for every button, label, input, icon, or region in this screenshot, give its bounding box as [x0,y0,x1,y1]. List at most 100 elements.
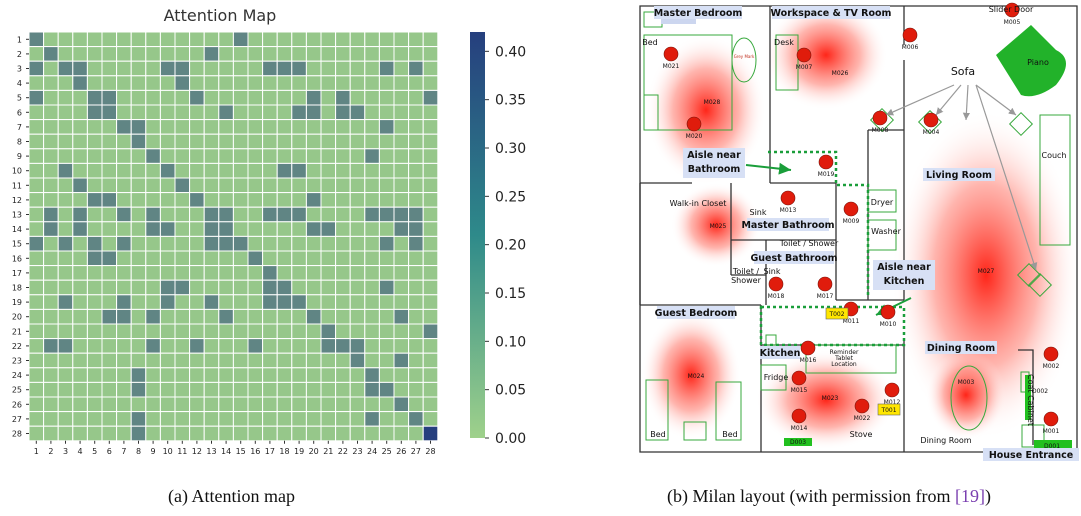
x-tick-label-26: 26 [396,447,406,456]
heatmap-cell-r26-c13 [203,396,220,413]
heatmap-cell-r11-c6 [101,177,118,194]
heatmap-cell-r11-c8 [130,177,147,194]
heatmap-cell-r15-c8 [130,235,147,252]
heatmap-cell-r16-c8 [130,250,147,267]
heatmap-cell-r25-c12 [189,381,205,398]
heatmap-cell-r10-c21 [320,162,337,179]
heatmap-cell-r4-c7 [116,75,132,91]
heatmap-cell-r24-c7 [116,367,132,383]
heatmap-cell-r6-c26 [393,104,410,121]
heatmap-cell-r14-c4 [72,221,88,237]
y-tick-label-28: 28 [12,430,22,439]
heatmap-cell-r14-c15 [232,221,249,237]
heatmap-cell-r18-c15 [232,279,249,296]
heatmap-cell-r8-c8 [130,133,147,150]
heatmap-cell-r18-c5 [86,279,103,296]
colorbar-tick-label-0.25: 0.25 [495,189,526,205]
heatmap-cell-r1-c17 [262,31,278,48]
y-tick-label-9: 9 [17,152,22,161]
heatmap-cell-r20-c8 [130,308,147,325]
room-label-house-entrance: House Entrance [989,450,1073,461]
furniture-outline-15 [1021,424,1045,448]
y-tick-label-5: 5 [17,94,22,103]
heatmap-cell-r3-c20 [305,60,322,77]
heatmap-cell-r8-c26 [393,133,410,150]
heatmap-cell-r19-c6 [101,294,118,310]
room-label-aisle-near-kitchen: Aisle near [877,262,931,273]
heatmap-cell-r5-c27 [408,89,424,106]
heatmap-cell-r5-c16 [247,89,264,106]
object-label-8: Sink [749,208,766,217]
heatmap-cell-r10-c22 [335,162,351,179]
heatmap-cell-r18-c17 [262,279,278,296]
heatmap-cell-r19-c23 [349,294,366,310]
colorbar-tick-label-0.05: 0.05 [495,383,526,399]
heatmap-cell-r12-c22 [335,192,351,208]
heatmap-cell-r26-c3 [57,396,74,413]
object-label-20: Coat Cabinet [1026,374,1035,426]
heatmap-cell-r9-c28 [422,148,439,164]
motion-sensor-label-m018: M018 [768,293,785,300]
heatmap-cell-r9-c24 [364,148,380,164]
piano-shape [996,25,1066,97]
heatmap-cell-r18-c8 [130,279,147,296]
heatmap-cell-r7-c5 [86,119,103,135]
heatmap-cell-r1-c1 [28,31,45,48]
heatmap-cell-r27-c15 [232,411,249,427]
heatmap-cell-r9-c3 [57,148,74,164]
motion-sensor-m021 [663,46,679,62]
heatmap-cell-r25-c15 [232,381,249,398]
heatmap-cell-r18-c26 [393,279,410,296]
activity-heat-zone-7 [926,350,1006,440]
heatmap-cell-r5-c10 [159,89,176,106]
heatmap-cell-r8-c14 [218,133,234,150]
heatmap-cell-r8-c23 [349,133,366,150]
heatmap-cell-r6-c15 [232,104,249,121]
heatmap-cell-r7-c15 [232,119,249,135]
heatmap-cell-r12-c23 [349,192,366,208]
heatmap-cell-r9-c21 [320,148,337,164]
x-tick-label-2: 2 [48,447,53,456]
heatmap-cell-r7-c6 [101,119,118,135]
heatmap-cell-r10-c14 [218,162,234,179]
heatmap-cell-r28-c5 [86,425,103,442]
y-tick-label-19: 19 [12,298,22,307]
heatmap-cell-r8-c16 [247,133,264,150]
heatmap-cell-r4-c10 [159,75,176,91]
heatmap-cell-r8-c1 [28,133,45,150]
x-tick-label-5: 5 [92,447,97,456]
heatmap-cell-r3-c23 [349,60,366,77]
heatmap-cell-r7-c2 [43,119,59,135]
heatmap-cell-r1-c18 [276,31,293,48]
heatmap-cell-r1-c28 [422,31,439,48]
heatmap-cell-r26-c24 [364,396,380,413]
heatmap-cell-r27-c17 [262,411,278,427]
heatmap-cell-r10-c16 [247,162,264,179]
heatmap-cell-r3-c7 [116,60,132,77]
heatmap-cell-r11-c5 [86,177,103,194]
heatmap-cell-r12-c5 [86,192,103,208]
heatmap-cell-r19-c26 [393,294,410,310]
y-tick-label-8: 8 [17,138,22,147]
heatmap-cell-r13-c21 [320,206,337,223]
motion-sensor-m002 [1043,346,1059,362]
heatmap-cell-r21-c19 [291,323,307,340]
heatmap-cell-r17-c18 [276,265,293,281]
heatmap-cell-r5-c23 [349,89,366,106]
heatmap-cell-r10-c13 [203,162,220,179]
heatmap-cell-r16-c19 [291,250,307,267]
heatmap-cell-r13-c16 [247,206,264,223]
heatmap-cell-r11-c27 [408,177,424,194]
milan-layout-floorplan: M001 M002 M003 M004 M005 M006 M007 M008 M009 M010… [639,0,1081,461]
temperature-sensor-label-t002: T002 [828,311,844,318]
object-label-2: Desk [774,38,794,47]
door-sensor-label-d001: D001 [1044,443,1060,450]
heatmap-cell-r27-c26 [393,411,410,427]
heatmap-cell-r19-c20 [305,294,322,310]
heatmap-cell-r19-c7 [116,294,132,310]
room-label-box-kitchen [760,346,800,359]
heatmap-cell-r8-c24 [364,133,380,150]
room-label-living-room: Living Room [926,170,992,181]
y-tick-label-7: 7 [17,123,22,132]
heatmap-cell-r10-c25 [378,162,395,179]
